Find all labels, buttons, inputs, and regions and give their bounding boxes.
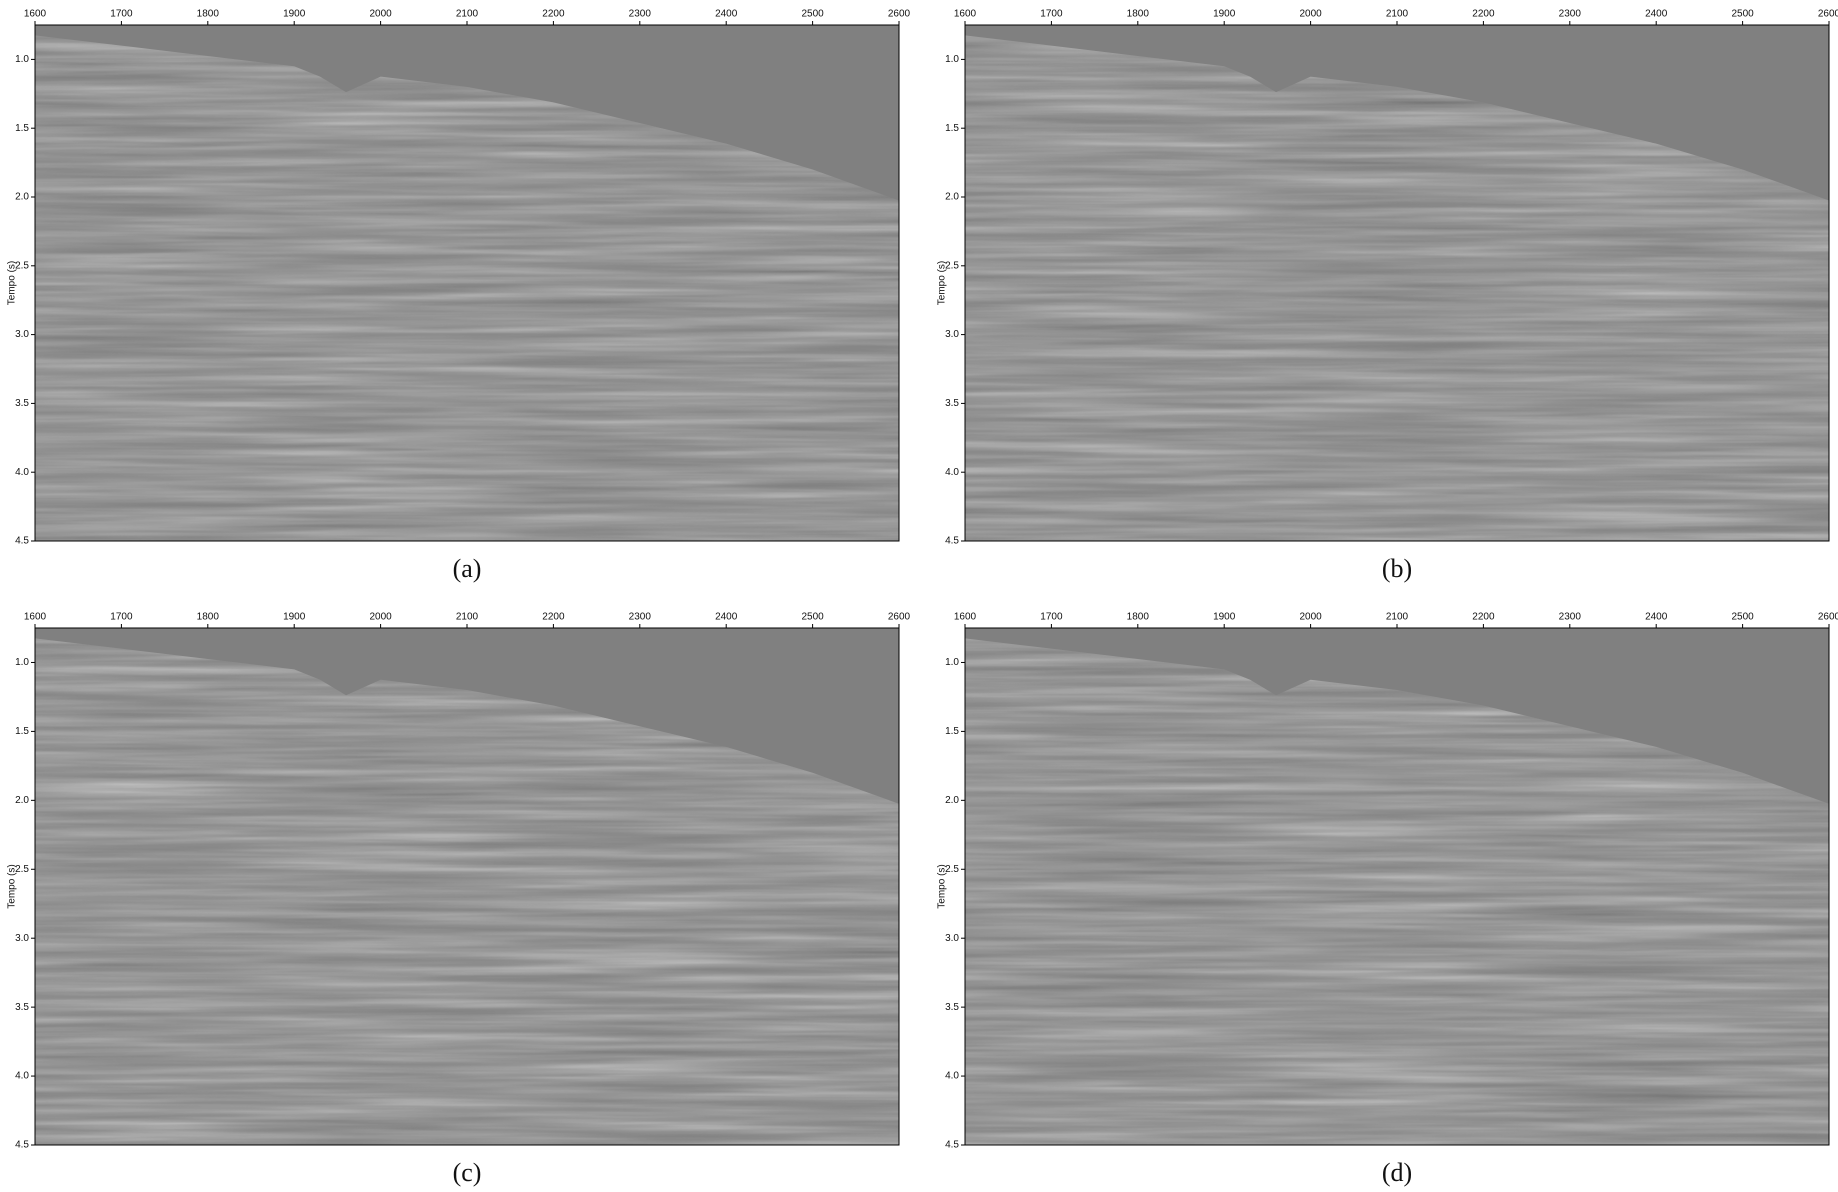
x-tick-label: 2100 xyxy=(456,9,479,20)
water-column xyxy=(35,25,899,201)
y-tick-label: 3.0 xyxy=(945,933,959,944)
y-tick-label: 4.5 xyxy=(945,536,959,547)
caption: (d) xyxy=(1382,1158,1412,1187)
x-tick-label: 2400 xyxy=(1645,9,1668,20)
x-tick-label: 2500 xyxy=(801,9,824,20)
x-tick-label: 1800 xyxy=(197,9,220,20)
x-tick-label: 2100 xyxy=(456,612,479,623)
y-tick-label: 1.0 xyxy=(15,657,29,668)
x-tick-label: 2300 xyxy=(1559,612,1582,623)
x-tick-label: 2000 xyxy=(1299,612,1322,623)
y-tick-label: 2.5 xyxy=(15,260,29,271)
x-tick-label: 1600 xyxy=(24,9,47,20)
x-tick-label: 2200 xyxy=(1472,612,1495,623)
x-tick-label: 2600 xyxy=(888,612,911,623)
y-tick-label: 4.5 xyxy=(945,1140,959,1151)
x-tick-label: 1800 xyxy=(197,612,220,623)
x-tick-label: 2000 xyxy=(369,612,392,623)
y-tick-label: 2.0 xyxy=(945,192,959,203)
x-tick-label: 2200 xyxy=(1472,9,1495,20)
x-tick-label: 1600 xyxy=(954,612,977,623)
x-tick-label: 1700 xyxy=(1040,9,1063,20)
x-tick-label: 1600 xyxy=(24,612,47,623)
x-tick-label: 2100 xyxy=(1386,612,1409,623)
x-tick-label: 2300 xyxy=(629,612,652,623)
x-tick-label: 1900 xyxy=(1213,612,1236,623)
y-tick-label: 1.5 xyxy=(15,123,29,134)
y-tick-label: 4.0 xyxy=(15,467,29,478)
x-tick-label: 2500 xyxy=(801,612,824,623)
y-tick-label: 3.5 xyxy=(945,1002,959,1013)
x-tick-label: 2400 xyxy=(1645,612,1668,623)
y-tick-label: 2.5 xyxy=(945,260,959,271)
y-tick-label: 3.0 xyxy=(945,329,959,340)
water-column xyxy=(35,628,899,804)
y-tick-label: 1.5 xyxy=(15,726,29,737)
x-tick-label: 1800 xyxy=(1127,9,1150,20)
y-tick-label: 2.0 xyxy=(15,192,29,203)
x-tick-label: 2500 xyxy=(1731,9,1754,20)
x-tick-label: 1600 xyxy=(954,9,977,20)
x-tick-label: 2600 xyxy=(1818,9,1838,20)
y-tick-label: 3.5 xyxy=(15,1002,29,1013)
x-tick-label: 2400 xyxy=(715,9,738,20)
y-tick-label: 3.0 xyxy=(15,329,29,340)
y-tick-label: 4.0 xyxy=(15,1071,29,1082)
x-tick-label: 1700 xyxy=(1040,612,1063,623)
x-tick-label: 2400 xyxy=(715,612,738,623)
y-tick-label: 1.0 xyxy=(945,657,959,668)
x-tick-label: 2600 xyxy=(888,9,911,20)
y-tick-label: 4.5 xyxy=(15,536,29,547)
x-tick-label: 2200 xyxy=(542,9,565,20)
y-tick-label: 3.0 xyxy=(15,933,29,944)
y-tick-label: 4.5 xyxy=(15,1140,29,1151)
x-tick-label: 1900 xyxy=(283,9,306,20)
x-tick-label: 2000 xyxy=(1299,9,1322,20)
x-tick-label: 2500 xyxy=(1731,612,1754,623)
y-tick-label: 2.5 xyxy=(15,864,29,875)
x-tick-label: 2200 xyxy=(542,612,565,623)
y-axis-label: Tempo (s) xyxy=(937,864,948,908)
x-tick-label: 2300 xyxy=(629,9,652,20)
y-tick-label: 2.5 xyxy=(945,864,959,875)
y-axis-label: Tempo (s) xyxy=(937,261,948,305)
caption: (c) xyxy=(453,1158,482,1187)
y-tick-label: 1.0 xyxy=(945,54,959,65)
y-tick-label: 1.0 xyxy=(15,54,29,65)
y-tick-label: 2.0 xyxy=(15,795,29,806)
y-tick-label: 4.0 xyxy=(945,1071,959,1082)
x-tick-label: 1700 xyxy=(110,612,133,623)
y-tick-label: 2.0 xyxy=(945,795,959,806)
y-axis-label: Tempo (s) xyxy=(7,864,18,908)
caption: (b) xyxy=(1382,554,1412,583)
water-column xyxy=(965,25,1829,201)
y-tick-label: 4.0 xyxy=(945,467,959,478)
x-tick-label: 2300 xyxy=(1559,9,1582,20)
y-tick-label: 1.5 xyxy=(945,726,959,737)
y-tick-label: 3.5 xyxy=(945,398,959,409)
water-column xyxy=(965,628,1829,804)
y-tick-label: 3.5 xyxy=(15,398,29,409)
x-tick-label: 1900 xyxy=(1213,9,1236,20)
y-axis-label: Tempo (s) xyxy=(7,261,18,305)
y-tick-label: 1.5 xyxy=(945,123,959,134)
caption: (a) xyxy=(453,554,482,583)
x-tick-label: 1700 xyxy=(110,9,133,20)
x-tick-label: 2600 xyxy=(1818,612,1838,623)
x-tick-label: 1800 xyxy=(1127,612,1150,623)
x-tick-label: 2000 xyxy=(369,9,392,20)
x-tick-label: 1900 xyxy=(283,612,306,623)
x-tick-label: 2100 xyxy=(1386,9,1409,20)
